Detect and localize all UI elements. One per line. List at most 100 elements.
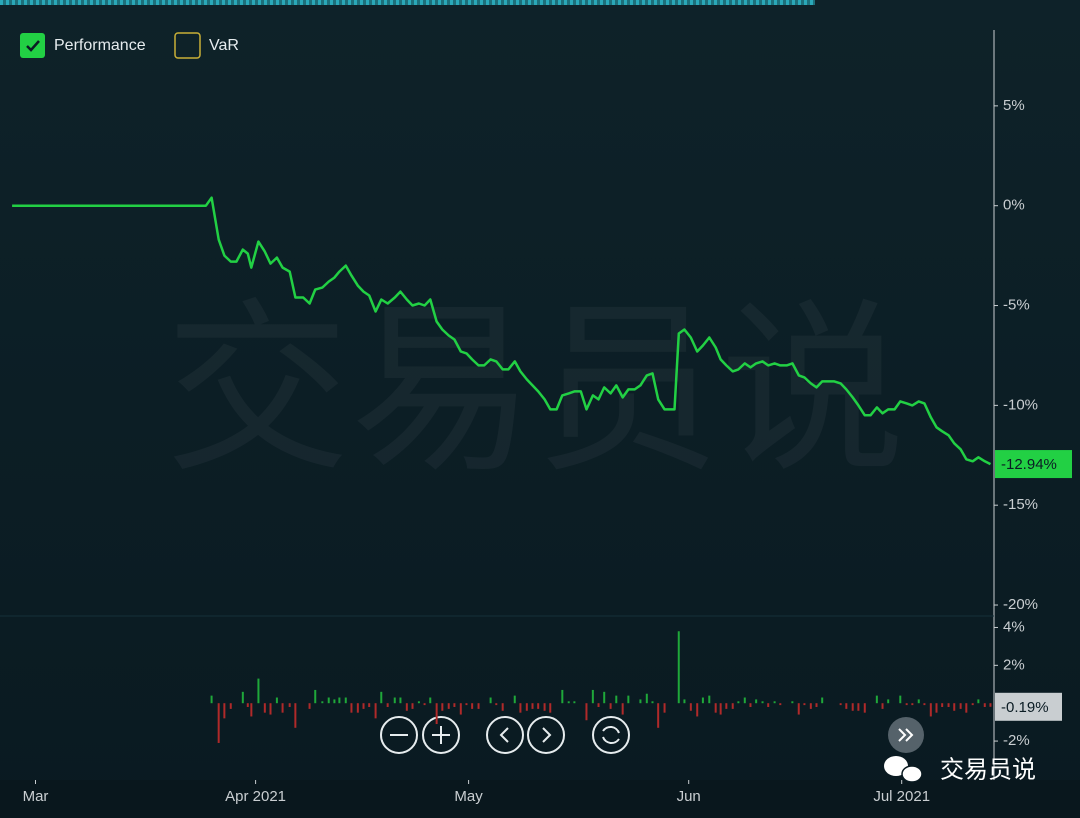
return-bar [657,703,660,728]
return-bar [386,703,389,707]
return-bar [719,703,722,715]
watermark: 交易员说 [165,288,905,494]
return-bar [639,699,642,704]
return-bar [405,703,408,711]
return-bar [561,689,564,704]
return-bar [779,703,782,706]
return-bar [269,703,272,715]
return-bar [321,701,324,704]
x-tick-label: Jun [677,788,701,805]
return-bar [471,703,474,709]
x-tick-label: Apr 2021 [225,788,286,805]
return-bar [453,703,456,707]
return-bar [989,703,992,707]
return-bar [380,691,383,704]
return-bar [701,697,704,704]
zoom-out-button[interactable] [380,716,418,754]
legend-item[interactable]: VaR [174,32,239,59]
return-bar [362,703,365,709]
return-bar [947,703,950,707]
return-bar [761,701,764,704]
return-bar [953,703,956,711]
return-bar [977,699,980,704]
return-bar [429,697,432,704]
scroll-right-button[interactable] [527,716,565,754]
return-bar [743,697,746,704]
return-bar [714,703,717,713]
return-bar [519,703,522,713]
return-bar [797,703,800,715]
return-bar [983,703,986,707]
return-bar [417,701,420,704]
return-bar [447,703,450,709]
return-bar [257,678,260,704]
return-bar [749,703,752,707]
return-bar [374,703,377,719]
return-bar [393,697,396,704]
wechat-bubble [901,765,923,783]
return-bar [543,703,546,711]
return-bar [399,697,402,704]
return-bar [887,699,890,704]
y-tick-label: 0% [1003,197,1025,214]
return-bar [803,703,806,706]
return-bar [689,703,692,711]
return-bar [615,695,618,704]
last-value-box [995,692,1062,721]
return-bar [773,701,776,704]
return-bar [597,703,600,707]
return-bar [246,703,249,707]
return-bar [217,703,220,743]
return-bar [308,703,311,709]
return-bar [368,703,371,707]
last-value-label: -0.19% [1001,699,1049,716]
return-bar [696,703,699,717]
return-bar [863,703,866,713]
return-bar [423,703,426,706]
return-bar [573,701,576,704]
return-bar [708,695,711,704]
wechat-badge [884,756,923,783]
legend-item[interactable]: Performance [20,33,146,58]
return-bar [929,703,932,717]
return-bar [350,703,353,713]
last-value-label: -12.94% [1001,456,1057,473]
return-bar [489,697,492,704]
return-bar [513,695,516,704]
return-bar [275,697,278,704]
y-tick-label: -10% [1003,396,1038,413]
zoom-controls [380,716,630,754]
return-bar [549,703,552,713]
return-bar [435,703,438,725]
legend-check [26,40,40,52]
zoom-in-button[interactable] [422,716,460,754]
x-tick-label: Mar [23,788,49,805]
return-bar [495,703,498,706]
return-bar [755,699,758,704]
last-value-box [995,450,1072,479]
return-bar [441,703,444,711]
return-bar [250,703,253,717]
return-bar [223,703,226,719]
y-tick-label: -20% [1003,596,1038,613]
right-icon [542,727,552,743]
return-bar [281,703,284,713]
return-bar [459,703,462,715]
return-bar [791,701,794,704]
y-tick-label: 5% [1003,97,1025,114]
return-bar [767,703,770,707]
return-bar [210,695,213,704]
y-tick-label: -2% [1003,732,1030,749]
scroll-left-button[interactable] [486,716,524,754]
return-bar [845,703,848,709]
return-bar [567,701,570,704]
return-bar [923,703,926,706]
return-bar [941,703,944,707]
return-bar [603,691,606,704]
return-bar [591,689,594,704]
reset-button[interactable] [592,716,630,754]
return-bar [815,703,818,707]
return-bar [501,703,504,711]
